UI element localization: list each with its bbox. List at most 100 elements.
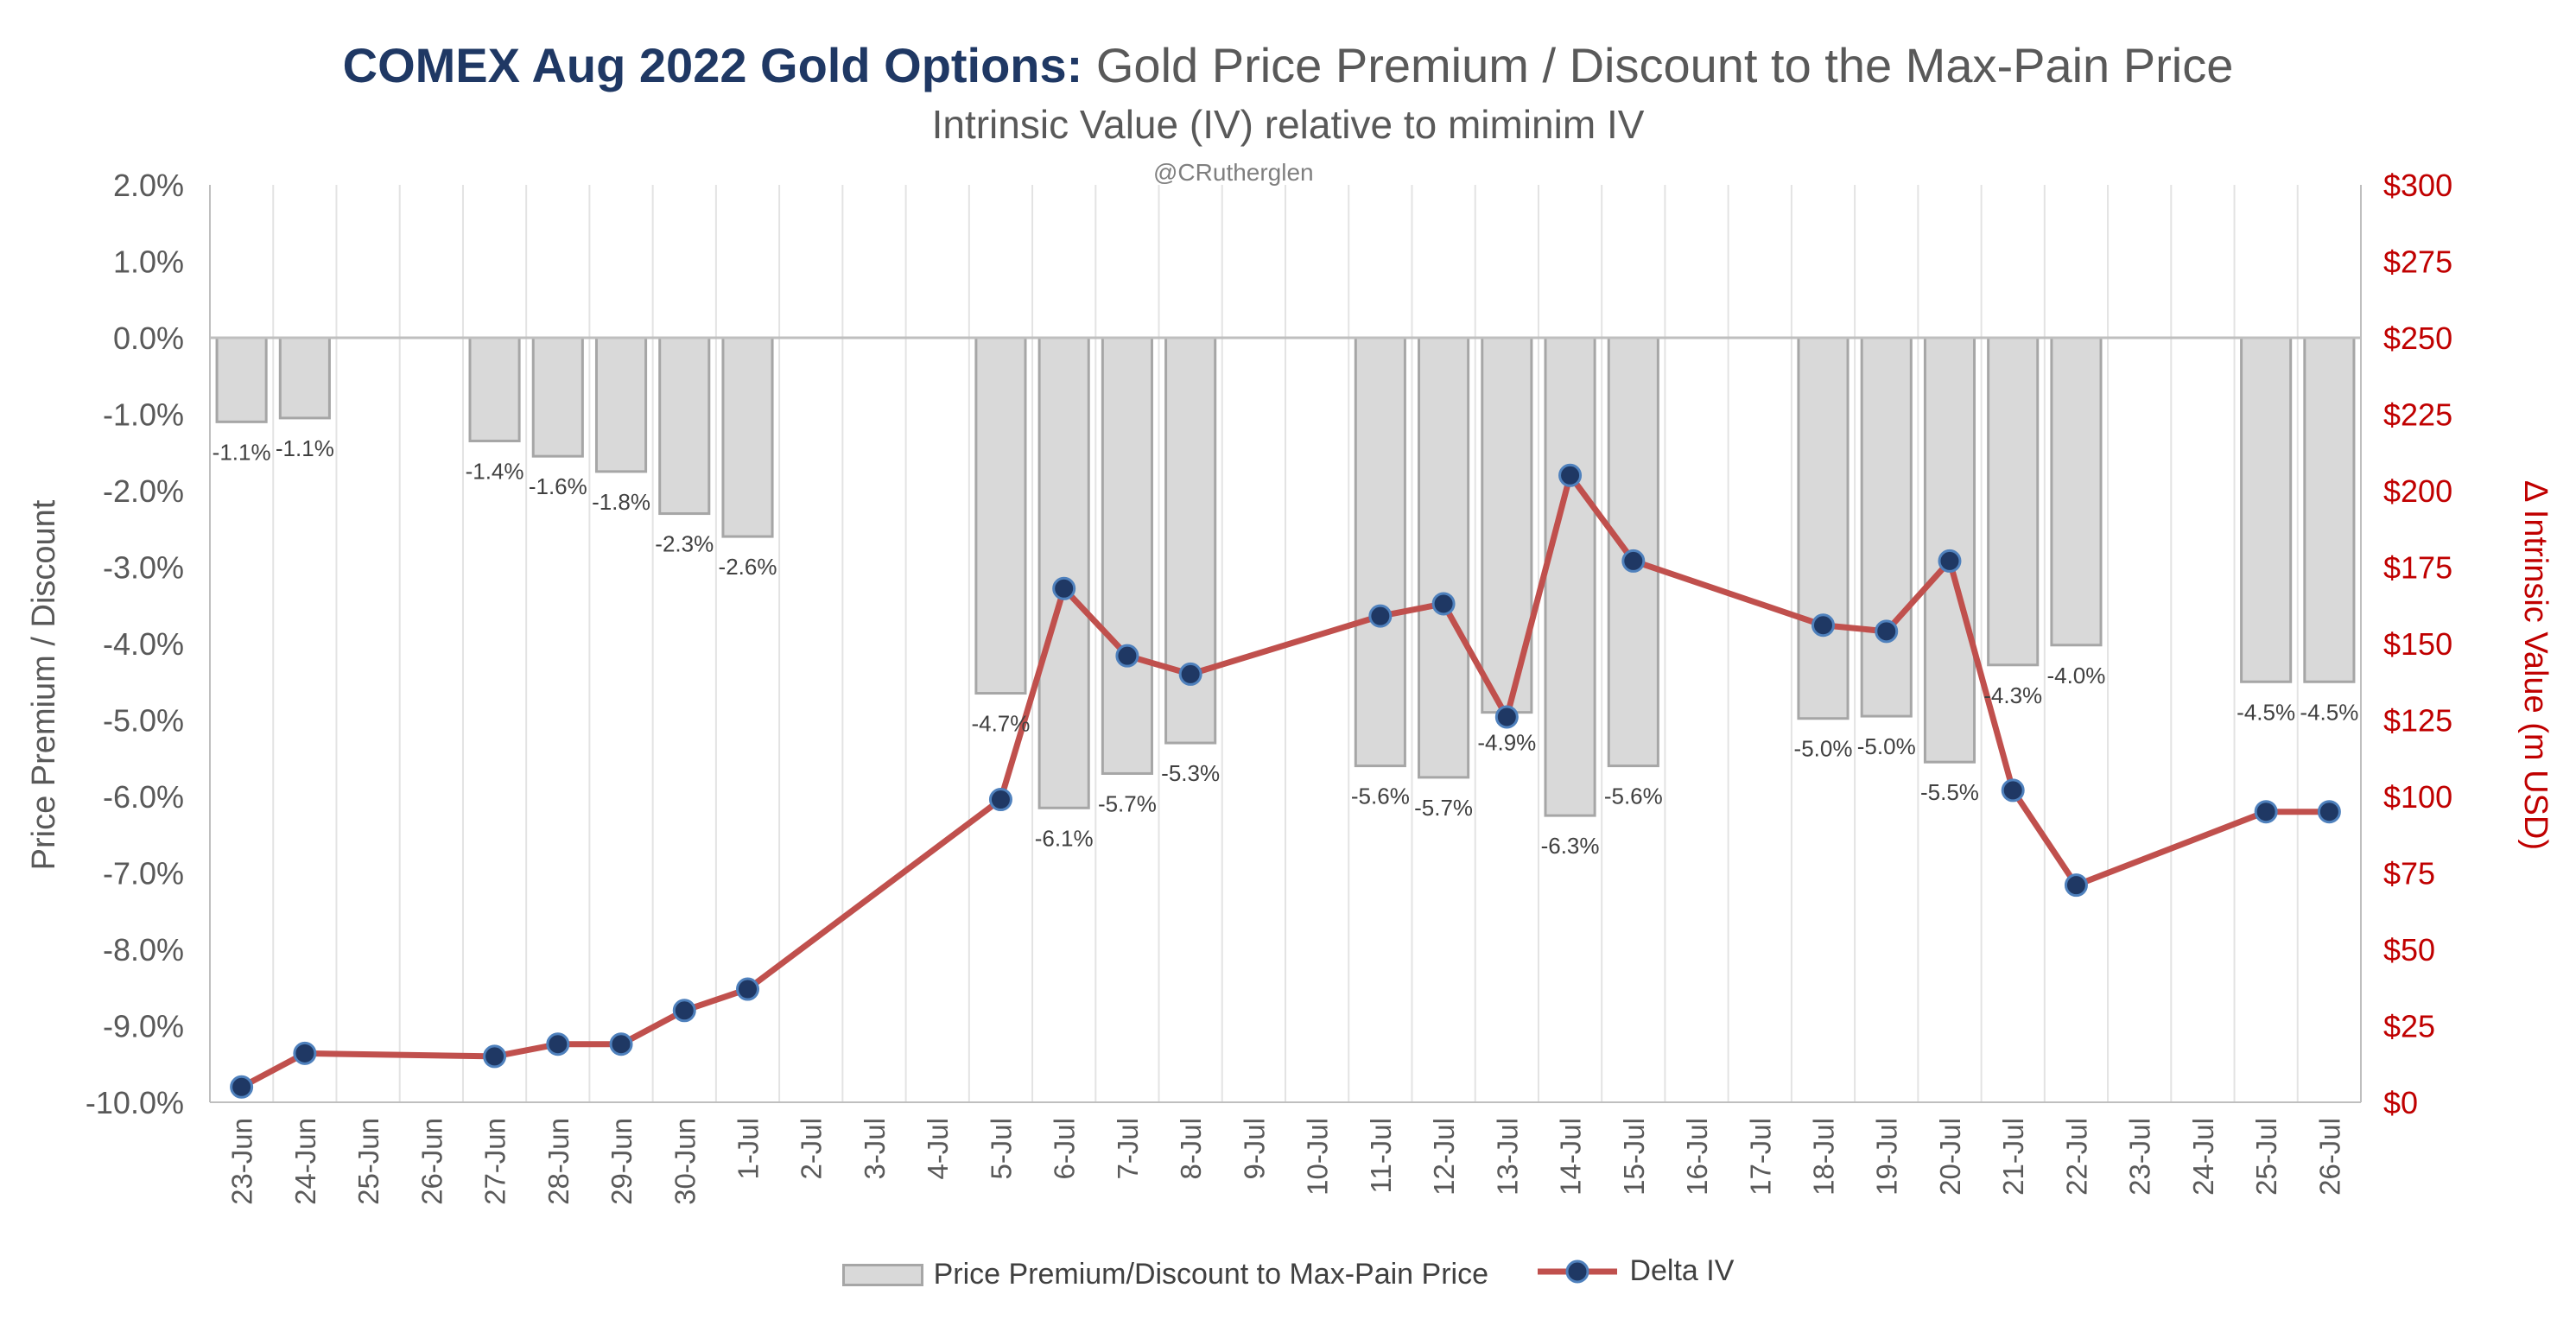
y-left-tick-label: -8.0% [103,932,184,968]
y-right-tick-label: $50 [2383,932,2435,968]
premium-bar [1987,336,2040,667]
bar-data-label: -5.0% [1857,733,1916,759]
x-tick-label: 3-Jul [859,1118,891,1180]
premium-bar [1418,336,1470,779]
y-left-tick-label: -2.0% [103,473,184,509]
bar-data-label: -1.4% [466,458,524,484]
bar-data-label: -1.6% [529,473,587,499]
premium-bar [1101,336,1153,775]
y-right-tick-label: $175 [2383,550,2452,586]
legend-item-bars: Price Premium/Discount to Max-Pain Price [841,1258,1488,1291]
delta-iv-marker [1494,705,1519,729]
premium-bar [1037,336,1090,809]
bar-data-label: -4.5% [2300,699,2358,725]
x-tick-label: 8-Jul [1175,1118,1207,1180]
delta-iv-marker [672,999,696,1023]
y-left-tick-label: 0.0% [113,320,184,356]
bar-data-label: -4.7% [971,711,1030,737]
y-right-tick-label: $125 [2383,703,2452,739]
data-labels: -1.1% -1.1% -1.4%-1.6%-1.8%-2.3%-2.6% -4.7%… [213,435,2359,859]
x-tick-label: 27-Jun [479,1118,511,1205]
delta-iv-marker [1368,604,1393,628]
delta-iv-marker [1558,463,1583,487]
delta-iv-marker [1811,613,1835,638]
x-tick-label: 18-Jul [1808,1118,1840,1196]
x-tick-label: 28-Jun [542,1118,574,1205]
premium-bar [594,336,648,473]
bar-data-label: -4.0% [2046,663,2105,688]
delta-iv-marker [2001,778,2025,803]
y-left-tick-label: -1.0% [103,397,184,433]
x-tick-label: 26-Jul [2313,1118,2345,1196]
y-right-tick-label: $200 [2383,473,2452,509]
x-tick-label: 4-Jul [922,1118,954,1180]
x-tick-label: 2-Jul [796,1118,828,1180]
premium-bar [215,336,268,423]
y-right-tick-label: $300 [2383,168,2452,203]
delta-iv-marker [1178,662,1202,686]
delta-iv-marker [1052,576,1076,600]
delta-iv-marker [2064,873,2088,898]
premium-bar [468,336,521,442]
delta-iv-marker [293,1041,317,1065]
x-tick-label: 24-Jun [289,1118,321,1205]
y-right-tick-label: $75 [2383,856,2435,891]
x-tick-label: 14-Jul [1555,1118,1587,1196]
bar-data-label: -1.1% [276,435,334,461]
y-right-tick-label: $100 [2383,779,2452,815]
bar-data-label: -1.8% [592,489,650,515]
bar-data-label: -5.0% [1794,736,1853,762]
bar-data-label: -6.1% [1035,825,1094,851]
bar-data-label: -2.6% [719,554,777,580]
x-tick-label: 25-Jun [352,1118,384,1205]
legend: Price Premium/Discount to Max-Pain Price… [0,1254,2576,1294]
premium-bar [531,336,584,458]
chart-title-block: COMEX Aug 2022 Gold Options: Gold Price … [0,35,2576,152]
y-left-tick-label: -6.0% [103,779,184,815]
x-tick-label: 26-Jun [416,1118,447,1205]
line-series [230,463,2341,1099]
x-tick-label: 13-Jul [1491,1118,1523,1196]
bar-data-label: -5.7% [1414,795,1473,821]
delta-iv-marker [1431,592,1456,616]
x-tick-label: 1-Jul [733,1118,765,1180]
x-tick-label: 19-Jul [1871,1118,1903,1196]
x-tick-label: 10-Jul [1302,1118,1334,1196]
chart-title: COMEX Aug 2022 Gold Options: Gold Price … [0,35,2576,97]
bar-series [215,336,2356,817]
legend-item-line: Delta IV [1534,1254,1734,1288]
bar-data-label: -5.7% [1098,790,1157,816]
delta-iv-marker [736,977,759,1001]
x-tick-label: 5-Jul [985,1118,1017,1180]
bar-data-label: -6.3% [1541,833,1600,859]
premium-bar [1544,336,1596,817]
bar-data-label: -4.3% [1983,682,2042,708]
x-tick-label: 30-Jun [669,1118,701,1205]
x-tick-label: 24-Jul [2187,1118,2219,1196]
y-left-tick-label: 2.0% [113,168,184,203]
x-tick-label: 12-Jul [1428,1118,1460,1196]
x-tick-label: 11-Jul [1365,1118,1397,1193]
y-left-tick-label: -4.0% [103,626,184,662]
bar-data-label: -5.6% [1351,784,1410,809]
premium-bar [974,336,1027,695]
premium-bar [2050,336,2103,647]
x-tick-label: 20-Jul [1934,1118,1966,1196]
chart-title-bold: COMEX Aug 2022 Gold Options: [342,38,1083,92]
y-right-tick-label: $250 [2383,320,2452,356]
legend-bars-label: Price Premium/Discount to Max-Pain Price [933,1258,1488,1291]
premium-bar [658,336,711,516]
watermark: @CRutherglen [1153,159,1314,186]
premium-bar [721,336,774,538]
x-tick-label: 22-Jul [2060,1118,2092,1196]
premium-bar [1860,336,1913,718]
x-tick-label: 9-Jul [1238,1118,1270,1180]
premium-bar [1797,336,1850,720]
delta-iv-marker [1115,644,1139,668]
delta-iv-marker [988,788,1012,812]
delta-iv-marker [483,1044,507,1069]
x-tick-label: 17-Jul [1744,1118,1776,1196]
delta-iv-marker [546,1032,570,1056]
x-tick-label: 23-Jun [226,1118,258,1205]
premium-bar [1354,336,1406,768]
